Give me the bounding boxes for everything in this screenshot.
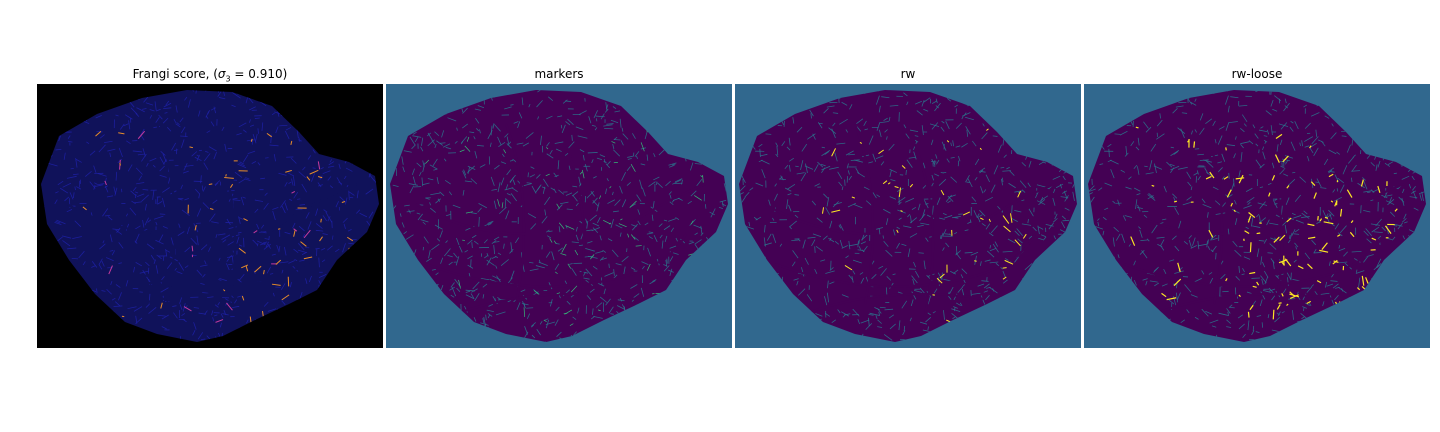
highlight-marks: [82, 130, 357, 328]
rw-loose-image: [1084, 84, 1430, 348]
panel-title-markers: markers: [534, 67, 584, 81]
panel-frangi-image: [37, 84, 383, 348]
panel-markers-image: [386, 84, 732, 348]
tissue-texture: [739, 90, 1077, 342]
highlight-marks: [425, 123, 704, 326]
panel-title-frangi: Frangi score, (σ3 = 0.910): [132, 67, 288, 84]
panel-rw-loose-image: [1084, 84, 1430, 348]
markers-image: [386, 84, 732, 348]
panel-rw-image: [735, 84, 1081, 348]
panel-title-rw: rw: [900, 67, 916, 81]
rw-image: [735, 84, 1081, 348]
panel-title-rw-loose: rw-loose: [1231, 67, 1283, 81]
frangi-vessel-image: [37, 84, 383, 348]
highlight-marks: [1130, 126, 1406, 325]
